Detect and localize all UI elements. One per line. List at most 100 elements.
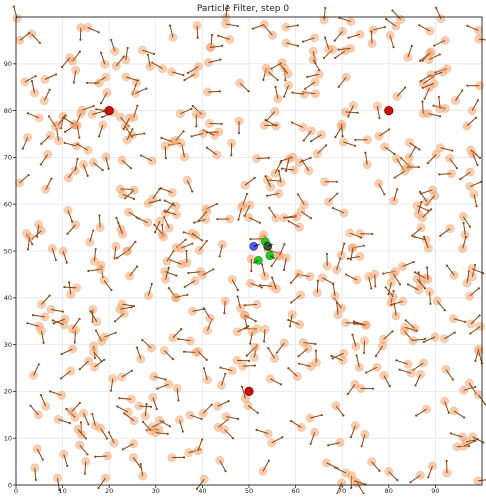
particle-heading-tip <box>28 32 30 34</box>
particle-heading-tip <box>476 205 478 207</box>
particle-heading-tip <box>94 456 96 458</box>
particle-heading-tip <box>274 86 276 88</box>
particle-heading-tip <box>206 131 208 133</box>
particle-heading-tip <box>350 436 352 438</box>
y-tick-label: 0 <box>8 481 12 489</box>
particle-heading-tip <box>26 322 28 324</box>
particle-heading-tip <box>280 383 282 385</box>
particle-heading-tip <box>212 268 214 270</box>
particle-heading-tip <box>237 25 239 27</box>
particle-heading-tip <box>267 347 269 349</box>
particle-heading-tip <box>169 425 171 427</box>
particle-heading-tip <box>411 235 413 237</box>
particle-heading-tip <box>392 46 394 48</box>
particle-heading-tip <box>259 222 261 224</box>
particle-heading-tip <box>255 320 257 322</box>
particle-heading-tip <box>27 112 29 114</box>
particle-heading-tip <box>79 402 81 404</box>
particle-heading-tip <box>424 338 426 340</box>
particle-heading-tip <box>156 408 158 410</box>
particle-heading-tip <box>422 60 424 62</box>
particle-heading-tip <box>429 303 431 305</box>
particle-heading-tip <box>39 42 41 44</box>
particle-heading-tip <box>80 421 82 423</box>
particle-heading-tip <box>53 322 55 324</box>
particle-heading-tip <box>407 283 409 285</box>
particle-heading-tip <box>137 80 139 82</box>
particle-heading-tip <box>310 217 312 219</box>
particle-heading-tip <box>55 259 57 261</box>
particle-heading-tip <box>469 226 471 228</box>
particle-heading <box>375 274 376 286</box>
particle-heading-tip <box>385 286 387 288</box>
particle-heading-tip <box>184 286 186 288</box>
particle-heading-tip <box>134 241 136 243</box>
particle-heading-tip <box>237 289 239 291</box>
particle-heading-tip <box>110 390 112 392</box>
particle-heading-tip <box>462 222 464 224</box>
particle-heading-tip <box>384 26 386 28</box>
particle-heading-tip <box>423 341 425 343</box>
particle-heading-tip <box>404 86 406 88</box>
particle-heading-tip <box>304 88 306 90</box>
particle-heading-tip <box>360 236 362 238</box>
y-tick-label: 50 <box>4 247 12 255</box>
particle-heading-tip <box>237 418 239 420</box>
particle-heading-tip <box>110 39 112 41</box>
particle-heading-tip <box>395 359 397 361</box>
particle-heading-tip <box>185 250 187 252</box>
particle-heading-tip <box>48 89 50 91</box>
particle-heading <box>164 351 173 360</box>
particle-heading-tip <box>478 314 480 316</box>
particle-heading-tip <box>334 136 336 138</box>
particle-heading-tip <box>219 366 221 368</box>
particle-heading-tip <box>184 239 186 241</box>
particle-heading-tip <box>183 456 185 458</box>
particle-heading-tip <box>424 287 426 289</box>
particle-heading-tip <box>427 162 429 164</box>
particle-heading-tip <box>277 79 279 81</box>
particle-heading-tip <box>450 432 452 434</box>
x-tick-label: 80 <box>385 487 393 494</box>
particle-heading-tip <box>399 369 401 371</box>
y-tick-label: 80 <box>4 107 12 115</box>
particle-heading-tip <box>100 52 102 54</box>
particle-heading-tip <box>206 359 208 361</box>
particle-heading-tip <box>283 243 285 245</box>
particle-heading-tip <box>160 187 162 189</box>
particle-heading-tip <box>268 157 270 159</box>
particle-heading-tip <box>116 405 118 407</box>
particle-heading-tip <box>342 414 344 416</box>
particle-heading-tip <box>61 66 63 68</box>
particle-heading-tip <box>136 346 138 348</box>
landmark <box>105 106 113 114</box>
particle-heading-tip <box>389 385 391 387</box>
particle-heading-tip <box>34 75 36 77</box>
particle-heading-tip <box>257 412 259 414</box>
particle-heading-tip <box>187 72 189 74</box>
particle-heading-tip <box>40 394 42 396</box>
particle-heading-tip <box>438 96 440 98</box>
particle-heading-tip <box>206 240 208 242</box>
particle-heading-tip <box>86 453 88 455</box>
particle-heading-tip <box>76 143 78 145</box>
particle-heading-tip <box>78 136 80 138</box>
particle-heading-tip <box>268 207 270 209</box>
particle-heading-tip <box>413 261 415 263</box>
particle-heading-tip <box>211 34 213 36</box>
x-tick-label: 0 <box>14 487 18 494</box>
particle-heading-tip <box>281 436 283 438</box>
x-tick-label: 60 <box>291 487 299 494</box>
particle-heading-tip <box>156 388 158 390</box>
particle-heading-tip <box>409 481 411 483</box>
particle-heading-tip <box>371 233 373 235</box>
particle-heading-tip <box>206 147 208 149</box>
particle-heading <box>243 366 255 367</box>
particle-heading-tip <box>131 306 133 308</box>
particle-heading-tip <box>388 128 390 130</box>
particle <box>99 121 107 129</box>
particle-heading-tip <box>353 320 355 322</box>
particle-heading-tip <box>140 154 142 156</box>
particle-heading-tip <box>306 76 308 78</box>
particle-heading-tip <box>94 357 96 359</box>
